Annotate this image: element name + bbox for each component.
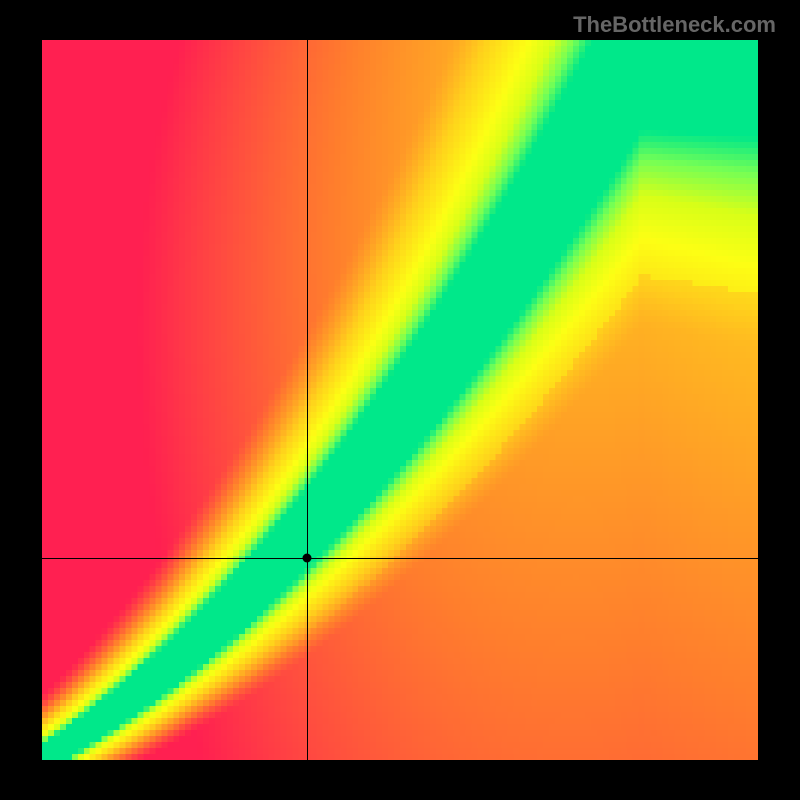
crosshair-horizontal <box>42 558 758 559</box>
bottleneck-heatmap <box>42 40 758 760</box>
crosshair-vertical <box>307 40 308 760</box>
watermark-text: TheBottleneck.com <box>573 12 776 38</box>
operating-point-marker <box>302 554 311 563</box>
